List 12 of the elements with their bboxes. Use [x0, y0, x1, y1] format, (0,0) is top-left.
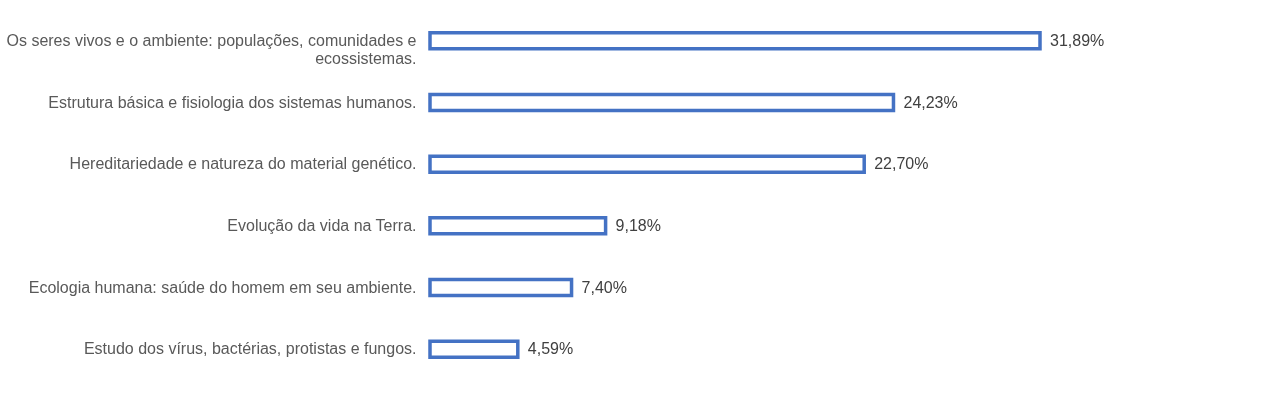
y-tick-label: Hereditariedade e natureza do material genético.	[69, 155, 417, 173]
data-label: 4,59%	[527, 340, 574, 358]
y-tick-label: Ecologia humana: saúde do homem em seu ambiente.	[28, 278, 417, 296]
data-label: 24,23%	[903, 93, 958, 111]
y-tick-label: Evolução da vida na Terra.	[227, 216, 417, 234]
data-label: 9,18%	[615, 216, 661, 234]
data-label: 31,89%	[1050, 31, 1105, 49]
data-label: 22,70%	[874, 155, 929, 173]
y-tick-label: Os seres vivos e o ambiente: populações, comunidades e ecossistemas.	[6, 31, 417, 67]
y-tick-label: Estudo dos vírus, bactérias, protistas e fungos.	[83, 340, 417, 358]
y-tick-label: Estrutura básica e fisiologia dos sistemas humanos.	[48, 93, 417, 111]
data-label: 7,40%	[581, 278, 627, 296]
